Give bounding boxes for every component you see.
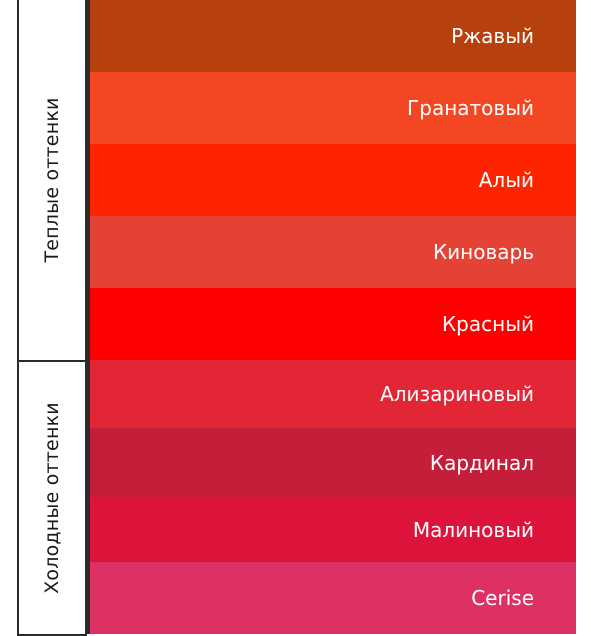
swatch-label: Ализариновый	[380, 382, 534, 406]
warm-shades-group: Теплые оттенки	[17, 0, 87, 362]
cool-shades-label: Холодные оттенки	[41, 402, 63, 594]
swatch-red: Красный	[90, 288, 576, 360]
swatch-label: Кардинал	[429, 451, 534, 475]
warm-shades-label: Теплые оттенки	[41, 97, 63, 263]
swatch-cardinal: Кардинал	[90, 428, 576, 498]
swatch-rust: Ржавый	[90, 0, 576, 72]
swatch-label: Ржавый	[451, 24, 534, 48]
cool-shades-group: Холодные оттенки	[17, 360, 87, 636]
swatch-stack-border	[87, 0, 90, 634]
swatch-garnet: Гранатовый	[90, 72, 576, 144]
swatch-crimson: Малиновый	[90, 498, 576, 562]
swatch-label: Киноварь	[432, 240, 534, 264]
swatch-scarlet: Алый	[90, 144, 576, 216]
swatch-alizarin: Ализариновый	[90, 360, 576, 428]
swatch-label: Гранатовый	[407, 96, 534, 120]
swatch-cerise: Cerise	[90, 562, 576, 634]
swatch-label: Cerise	[471, 586, 534, 610]
swatch-label: Алый	[478, 168, 534, 192]
swatch-label: Малиновый	[412, 518, 534, 542]
swatch-label: Красный	[441, 312, 534, 336]
swatch-vermilion: Киноварь	[90, 216, 576, 288]
